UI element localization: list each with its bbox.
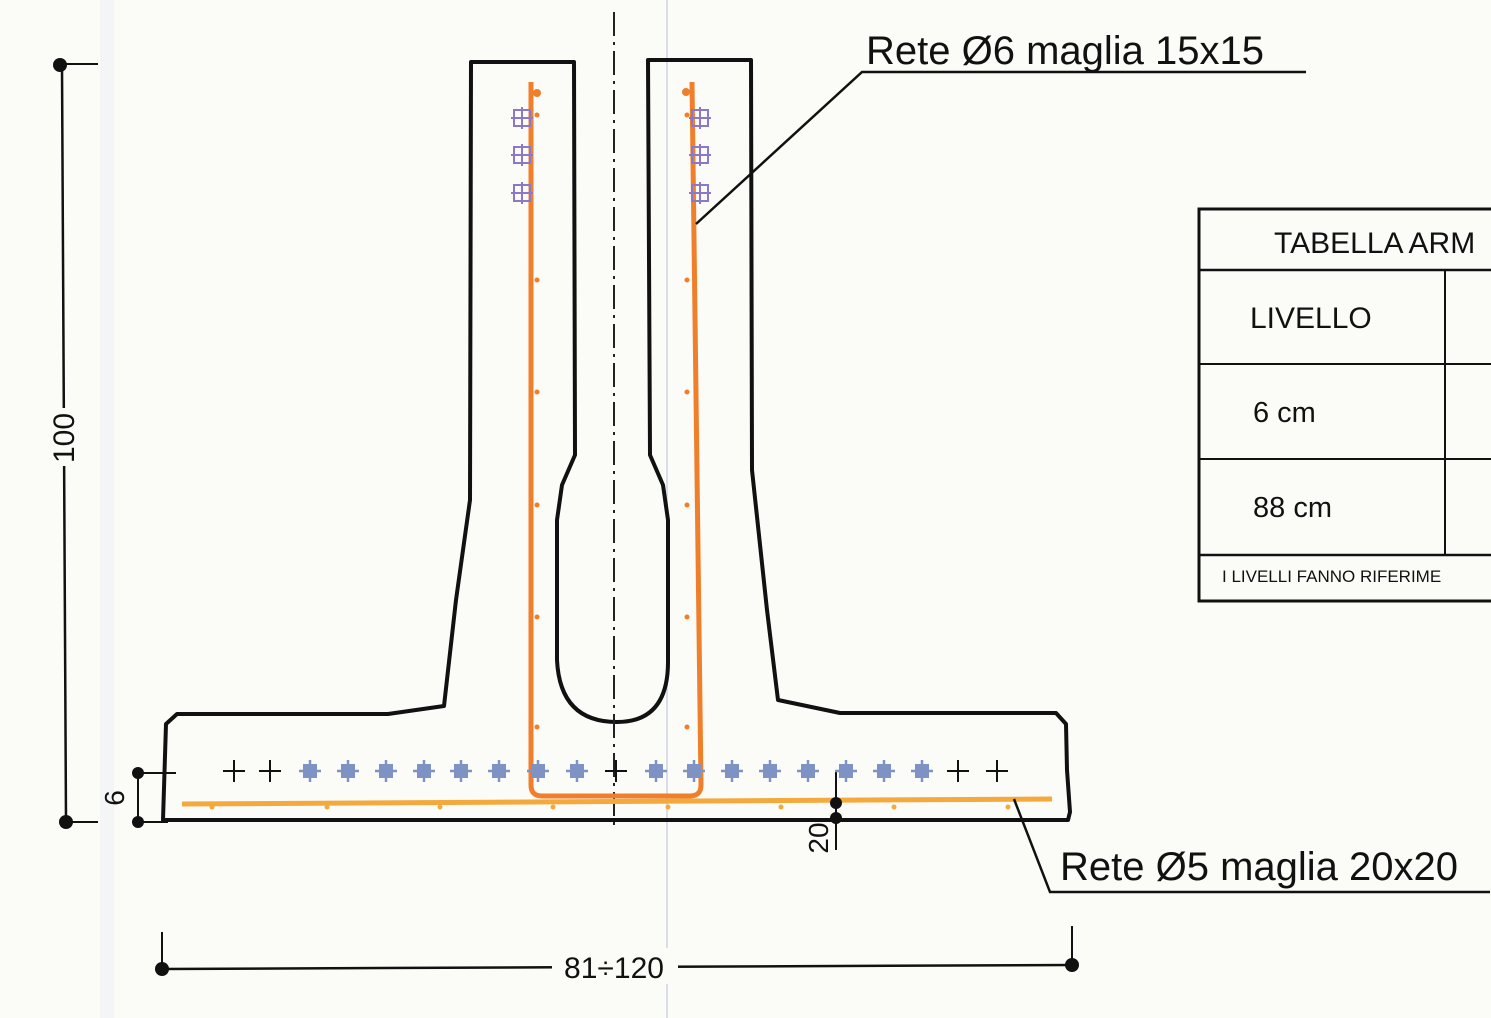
plus-bar-symbol	[605, 760, 627, 782]
rebar-end-hook	[682, 88, 690, 96]
longitudinal-bar-symbol	[511, 144, 533, 166]
rebar-dot	[534, 502, 540, 508]
dimension-dot	[155, 962, 169, 976]
transverse-bar-symbol	[797, 760, 819, 782]
rebar-dot	[534, 277, 540, 283]
transverse-bar-symbol	[527, 760, 549, 782]
bottom-mesh-label: Rete Ø5 maglia 20x20	[1060, 845, 1458, 889]
scan-left-shade	[100, 0, 114, 1018]
mesh-tick	[437, 804, 443, 810]
rebar-dot	[684, 502, 690, 508]
rebar-dot	[684, 724, 690, 730]
table-header-livello: LIVELLO	[1250, 302, 1372, 335]
transverse-bar-symbol	[488, 760, 510, 782]
plus-bar-symbol	[223, 760, 245, 782]
dimension-dot	[132, 816, 144, 828]
mesh-tick	[665, 804, 671, 810]
rebar-dot	[684, 389, 690, 395]
rebar-dot	[684, 614, 690, 620]
bottom-mesh-leader	[1012, 798, 1490, 894]
rebar-end-hook	[533, 89, 541, 97]
mesh-tick	[1005, 804, 1011, 810]
dimension-dot	[132, 767, 144, 779]
mesh-tick	[778, 804, 784, 810]
section-outline	[161, 58, 1072, 822]
longitudinal-bar-symbol	[511, 182, 533, 204]
transverse-bar-symbol	[413, 760, 435, 782]
table-note: I LIVELLI FANNO RIFERIME	[1222, 567, 1441, 586]
transverse-bar-symbol	[645, 760, 667, 782]
rebar-dot	[534, 112, 540, 118]
dimension-dot	[59, 815, 73, 829]
transverse-bar-symbol	[759, 760, 781, 782]
bottom-cover-dimension-label: 20	[803, 822, 834, 853]
top-mesh-leader	[695, 70, 1306, 225]
rebar-dot	[684, 277, 690, 283]
transverse-bar-symbol	[450, 760, 472, 782]
height-dimension-label: 100	[48, 413, 81, 463]
transverse-bar-symbol	[375, 760, 397, 782]
bottom-mesh-bar	[181, 796, 1053, 807]
plus-bar-symbol	[986, 760, 1008, 782]
mesh-tick	[891, 804, 897, 810]
transverse-bar-symbol	[566, 760, 588, 782]
rebar-dot	[684, 112, 690, 118]
label-bg	[47, 408, 81, 466]
dimension-dot	[1065, 958, 1079, 972]
rebar-dot	[534, 724, 540, 730]
label-bg	[552, 948, 678, 984]
transverse-bar-symbol	[873, 760, 895, 782]
plus-bar-symbol	[259, 760, 281, 782]
plus-bar-symbol	[947, 760, 969, 782]
transverse-bar-symbol	[911, 760, 933, 782]
u-stirrup-rebar	[528, 81, 704, 799]
dimension-dot	[830, 797, 842, 809]
mesh-tick	[209, 804, 215, 810]
rebar-dot	[534, 614, 540, 620]
reinforcement-table: TABELLA ARM LIVELLO 6 cm 88 cm I LIVELLI…	[1197, 207, 1491, 603]
transverse-bar-symbol	[721, 760, 743, 782]
rebar-dot	[534, 389, 540, 395]
dimension-dot	[830, 812, 842, 824]
table-cell: 88 cm	[1253, 492, 1332, 524]
dimension-dot	[53, 58, 67, 72]
mesh-tick	[550, 804, 556, 810]
transverse-bar-symbol	[683, 760, 705, 782]
cover-dimension-label: 6	[99, 790, 130, 806]
table-frame	[1197, 207, 1491, 603]
table-cell: 6 cm	[1253, 397, 1316, 429]
longitudinal-bar-symbol	[689, 182, 711, 204]
mesh-tick	[324, 804, 330, 810]
longitudinal-bar-symbol	[511, 107, 533, 129]
longitudinal-bar-symbol	[689, 144, 711, 166]
table-title: TABELLA ARM	[1274, 227, 1475, 260]
transverse-bar-symbol	[337, 760, 359, 782]
width-dimension-label: 81÷120	[564, 952, 664, 985]
transverse-bar-symbol	[299, 760, 321, 782]
top-mesh-label: Rete Ø6 maglia 15x15	[866, 29, 1264, 73]
longitudinal-bar-symbol	[689, 107, 711, 129]
transverse-bar-symbol	[835, 760, 857, 782]
